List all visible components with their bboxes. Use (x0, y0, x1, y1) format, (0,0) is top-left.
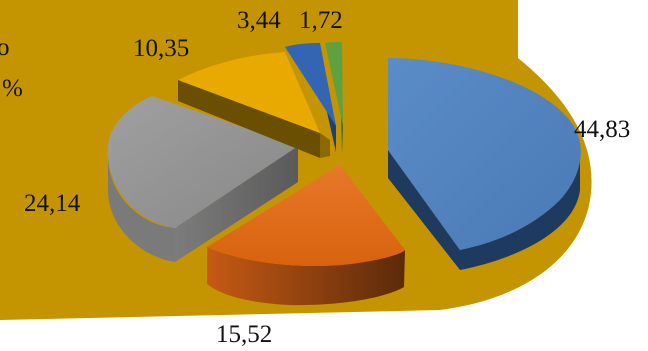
pie-slice-15-52 (207, 165, 405, 306)
pie-slice-3-44 (285, 43, 336, 152)
pie-slice-10-35-top (178, 52, 320, 133)
pie-slice-3-44-top (285, 43, 336, 126)
edge-fragment-top: o (0, 34, 10, 61)
pie-slice-1-72 (325, 42, 343, 154)
data-label-10-35: 10,35 (133, 35, 189, 62)
data-label-3-44: 3,44 (237, 7, 281, 34)
pie-slice-10-35-inner (320, 133, 330, 158)
pie-slice-10-35 (178, 52, 330, 158)
pie-slice-24-14-front (175, 146, 298, 262)
data-label-1-72: 1,72 (299, 7, 343, 34)
pie-slice-1-72-top (325, 42, 343, 126)
pie-slice-24-14-side (108, 155, 175, 262)
pie-slice-24-14 (107, 96, 298, 262)
pie-slice-44-83-top (388, 58, 581, 250)
pie-slice-24-14-top (107, 96, 298, 228)
data-label-44-83: 44,83 (574, 116, 630, 143)
edge-fragment-percent: % (2, 75, 23, 102)
pie-slice-15-52-side (207, 247, 405, 306)
pie-slice-15-52-top (207, 165, 405, 267)
pie-slice-44-83 (388, 58, 581, 270)
pie-slice-44-83-side (388, 150, 580, 270)
pie-slice-10-35-side (178, 80, 320, 158)
data-label-15-52: 15,52 (216, 321, 272, 348)
data-label-24-14: 24,14 (24, 190, 81, 217)
